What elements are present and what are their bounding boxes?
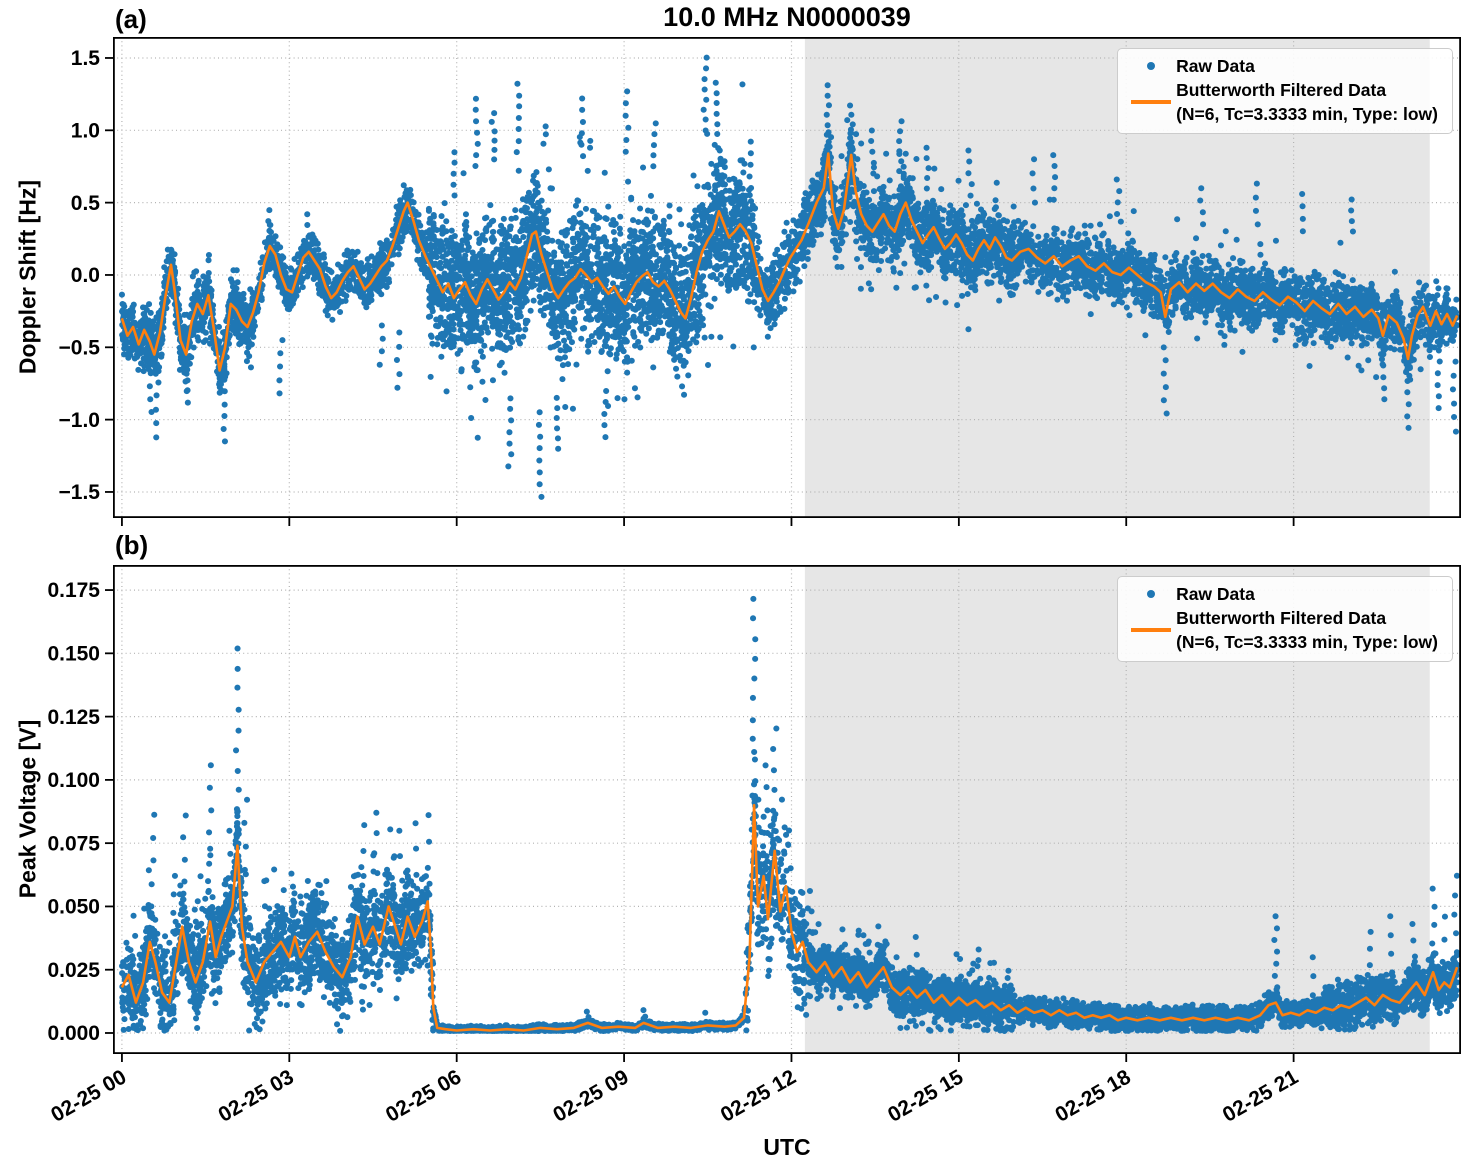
svg-text:1.5: 1.5 (71, 47, 101, 70)
legend-filtered-label-line1: Butterworth Filtered Data (1176, 608, 1387, 628)
raw-data-marker-icon (1147, 590, 1156, 598)
panel-a-ylabel: Doppler Shift [Hz] (14, 179, 41, 375)
svg-text:−0.5: −0.5 (59, 336, 101, 359)
legend-filtered-label: Butterworth Filtered Data (N=6, Tc=3.333… (1176, 78, 1438, 126)
svg-text:1.0: 1.0 (71, 119, 100, 142)
svg-text:02-25 21: 02-25 21 (1219, 1065, 1303, 1127)
panel-b-plot: 02-25 00 02-25 03 02-25 06 02-25 09 02-25 12… (47, 564, 1461, 1127)
svg-text:0.050: 0.050 (47, 896, 100, 919)
svg-text:02-25 09: 02-25 09 (549, 1065, 632, 1126)
svg-text:0.075: 0.075 (47, 832, 100, 855)
panel-b-label: (b) (115, 530, 149, 560)
figure-title: 10.0 MHz N0000039 (663, 2, 911, 32)
legend-filtered-row: Butterworth Filtered Data (N=6, Tc=3.333… (1126, 606, 1438, 654)
svg-text:02-25 06: 02-25 06 (382, 1065, 465, 1126)
svg-text:0.000: 0.000 (47, 1022, 100, 1045)
svg-text:02-25 15: 02-25 15 (884, 1065, 968, 1127)
legend-filtered-label-line2: (N=6, Tc=3.3333 min, Type: low) (1176, 104, 1438, 124)
svg-text:02-25 18: 02-25 18 (1051, 1065, 1135, 1127)
svg-text:0.5: 0.5 (71, 192, 101, 215)
svg-text:02-25 03: 02-25 03 (215, 1065, 298, 1126)
svg-text:−1.5: −1.5 (59, 481, 101, 504)
legend-filtered-row: Butterworth Filtered Data (N=6, Tc=3.333… (1126, 78, 1438, 126)
svg-text:0.150: 0.150 (47, 642, 100, 665)
legend-b: Raw Data Butterworth Filtered Data (N=6,… (1117, 576, 1453, 662)
x-axis-label: UTC (763, 1134, 811, 1160)
svg-text:0.175: 0.175 (47, 579, 100, 602)
svg-text:0.100: 0.100 (47, 769, 100, 792)
legend-raw-label: Raw Data (1176, 56, 1255, 76)
filtered-line-marker-icon (1131, 100, 1172, 104)
filtered-line-marker-icon (1131, 628, 1172, 632)
legend-filtered-label-line1: Butterworth Filtered Data (1176, 80, 1387, 100)
panel-b-ylabel: Peak Voltage [V] (14, 719, 41, 899)
legend-raw-row: Raw Data (1126, 54, 1438, 78)
svg-text:0.0: 0.0 (71, 264, 100, 287)
svg-text:02-25 00: 02-25 00 (47, 1065, 130, 1126)
svg-text:02-25 12: 02-25 12 (717, 1065, 800, 1126)
svg-text:−1.0: −1.0 (59, 409, 100, 432)
svg-text:0.125: 0.125 (47, 706, 100, 729)
legend-filtered-label-line2: (N=6, Tc=3.3333 min, Type: low) (1176, 632, 1438, 652)
legend-a: Raw Data Butterworth Filtered Data (N=6,… (1117, 48, 1453, 134)
panel-a-label: (a) (115, 4, 147, 34)
svg-text:0.025: 0.025 (47, 959, 100, 982)
legend-filtered-label: Butterworth Filtered Data (N=6, Tc=3.333… (1176, 606, 1438, 654)
raw-data-marker-icon (1147, 62, 1156, 70)
panel-a-plot: 1.5 1.0 0.5 0.0 −0.5 −1.0 −1.5 Raw Data Butter… (59, 36, 1461, 526)
legend-raw-row: Raw Data (1126, 582, 1438, 606)
legend-raw-label: Raw Data (1176, 584, 1255, 604)
